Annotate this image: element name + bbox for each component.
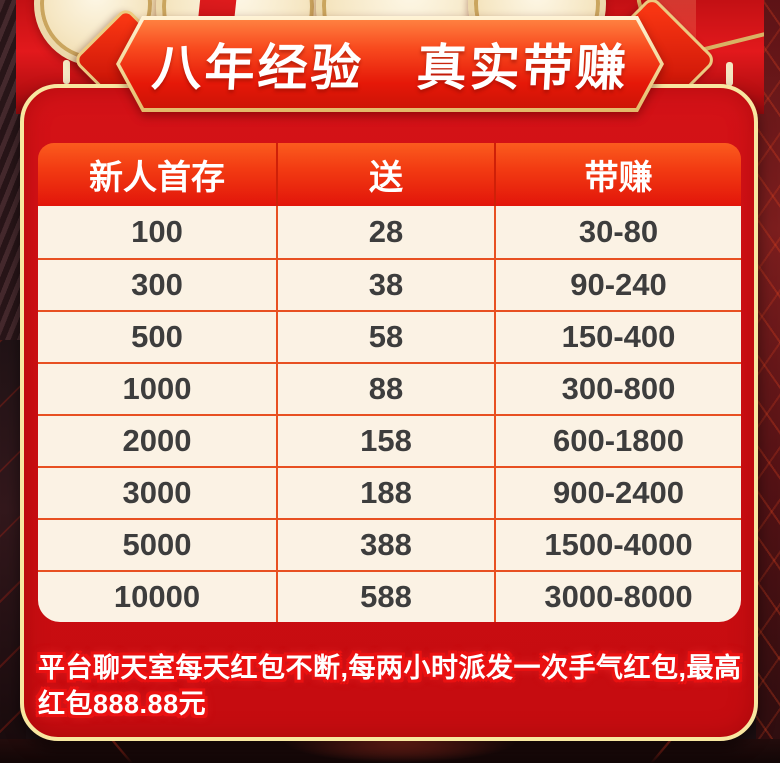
red-packet-notice: 平台聊天室每天红包不断,每两小时派发一次手气红包,最高 红包888.88元: [38, 653, 742, 719]
earn-value: 300-800: [494, 364, 741, 414]
header-bonus: 送: [276, 143, 494, 206]
earn-value: 3000-8000: [494, 572, 741, 622]
earn-value: 150-400: [494, 312, 741, 362]
stage-floor: [0, 739, 780, 763]
deposit-value: 500: [131, 319, 183, 354]
deposit-value: 100: [131, 214, 183, 249]
table-row: 2000 158 600-1800: [38, 414, 741, 466]
table-body: 100 28 30-80 300 38 90-240 500 58 150-40…: [38, 206, 741, 622]
floor-glow: [280, 739, 520, 763]
deposit-bonus-table: 新人首存 送 带赚 100 28 30-80 300 38 90-240 500…: [38, 143, 741, 622]
table-row: 300 38 90-240: [38, 258, 741, 310]
earn-value: 900-2400: [494, 468, 741, 518]
deposit-value: 3000: [122, 475, 192, 510]
earn-value: 1500-4000: [494, 520, 741, 570]
bonus-value: 158: [276, 416, 494, 466]
earn-value: 90-240: [494, 260, 741, 310]
hanging-rod: [726, 62, 733, 86]
bonus-value: 388: [276, 520, 494, 570]
right-dark-texture: [756, 0, 780, 763]
table-row: 1000 88 300-800: [38, 362, 741, 414]
floor-streak: [109, 739, 134, 763]
table-row: 10000 588 3000-8000: [38, 570, 741, 622]
table-row: 3000 188 900-2400: [38, 466, 741, 518]
bonus-value: 88: [276, 364, 494, 414]
banner-body: 八年经验 真实带赚: [120, 20, 660, 108]
table-row: 500 58 150-400: [38, 310, 741, 362]
table-row: 100 28 30-80: [38, 206, 741, 258]
banner-title: 八年经验 真实带赚: [149, 40, 630, 96]
table-header-row: 新人首存 送 带赚: [38, 143, 741, 206]
header-deposit: 新人首存: [89, 159, 225, 197]
hanging-rod: [63, 60, 70, 84]
floor-streak: [649, 739, 674, 763]
bonus-value: 588: [276, 572, 494, 622]
table-row: 5000 388 1500-4000: [38, 518, 741, 570]
bonus-value: 188: [276, 468, 494, 518]
deposit-value: 2000: [122, 423, 192, 458]
deposit-value: 1000: [122, 371, 192, 406]
bonus-value: 38: [276, 260, 494, 310]
deposit-value: 5000: [122, 527, 192, 562]
title-banner: 八年经验 真实带赚: [116, 16, 664, 112]
header-earn: 带赚: [494, 143, 741, 206]
bonus-value: 58: [276, 312, 494, 362]
earn-value: 600-1800: [494, 416, 741, 466]
deposit-value: 300: [131, 267, 183, 302]
bonus-value: 28: [276, 206, 494, 258]
deposit-value: 10000: [113, 579, 201, 614]
earn-value: 30-80: [494, 206, 741, 258]
